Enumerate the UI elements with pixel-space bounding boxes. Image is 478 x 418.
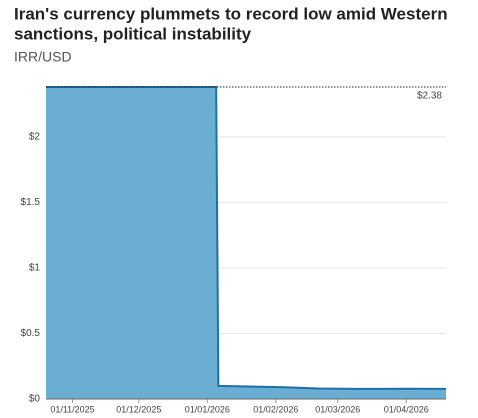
y-tick-label: $1.5: [21, 197, 41, 208]
x-tick-label: 01/11/2025: [50, 404, 94, 414]
area: [46, 87, 446, 399]
x-tick-label: 01/03/2026: [315, 404, 360, 414]
x-tick-label: 01/02/2026: [253, 404, 298, 414]
y-tick-label: $1: [29, 263, 41, 274]
x-tick-label: 01/12/2025: [116, 404, 161, 414]
y-tick-label: $0.5: [21, 328, 41, 339]
x-tick-label: 01/01/2026: [185, 404, 230, 414]
y-tick-label: $0: [29, 394, 41, 405]
line: [46, 86, 447, 390]
chart-title: sanctions, political instability: [14, 24, 252, 43]
y-tick-label: $2: [29, 131, 41, 142]
chart-subtitle: IRR/USD: [14, 49, 72, 65]
annotation-label: $2.38: [417, 91, 442, 102]
x-tick-label: 01/04/2026: [384, 404, 429, 414]
chart-title: Iran's currency plummets to record low a…: [14, 4, 448, 23]
